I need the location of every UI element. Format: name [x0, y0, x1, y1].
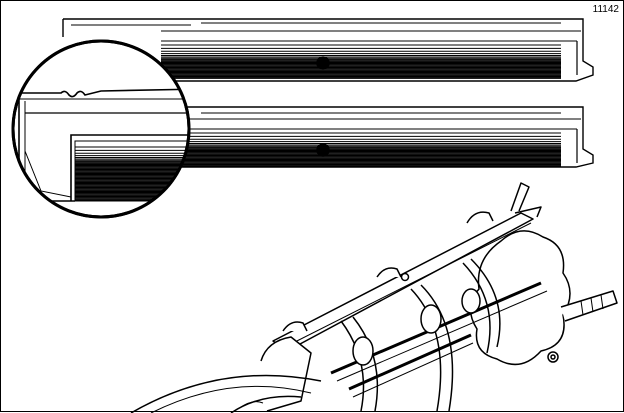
bolt-hole-lower	[316, 143, 330, 157]
bedknife-bar-lower	[161, 106, 594, 168]
reel-mower-cutting-unit	[130, 182, 618, 413]
bolt-hole-upper	[316, 56, 330, 70]
figure-number: 11142	[592, 4, 619, 15]
bedknife-bar-upper	[62, 18, 594, 82]
